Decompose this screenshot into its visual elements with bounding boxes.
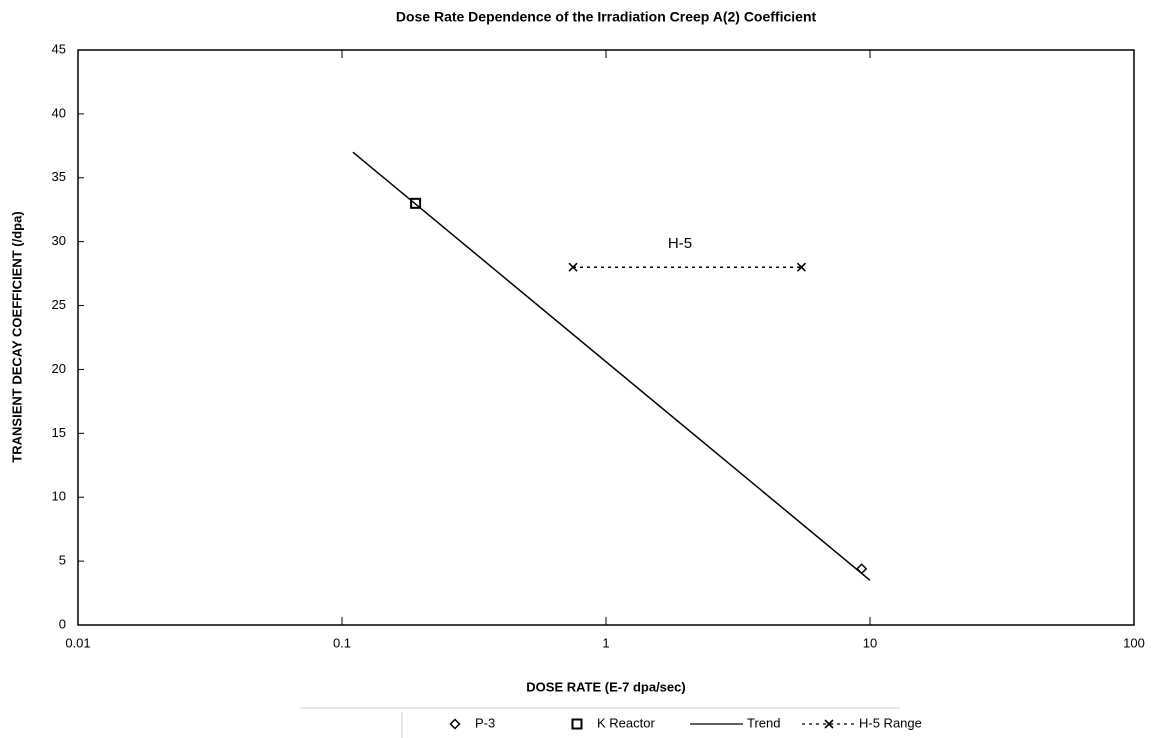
legend-label: H-5 Range bbox=[859, 715, 922, 730]
legend-label: K Reactor bbox=[597, 715, 655, 730]
y-tick-label: 15 bbox=[52, 425, 66, 440]
y-tick-label: 10 bbox=[52, 489, 66, 504]
x-tick-label: 100 bbox=[1123, 635, 1145, 650]
y-tick-label: 25 bbox=[52, 297, 66, 312]
legend-label: P-3 bbox=[475, 715, 495, 730]
y-tick-label: 40 bbox=[52, 105, 66, 120]
x-tick-label: 10 bbox=[863, 635, 877, 650]
chart-title: Dose Rate Dependence of the Irradiation … bbox=[396, 9, 817, 25]
annotation: H-5 bbox=[668, 235, 692, 252]
y-axis-label: TRANSIENT DECAY COEFFICIENT (/dpa) bbox=[9, 211, 24, 462]
x-tick-label: 1 bbox=[602, 635, 609, 650]
legend-symbol bbox=[571, 718, 583, 730]
x-tick-label: 0.01 bbox=[65, 635, 90, 650]
series-line bbox=[352, 151, 871, 581]
y-tick-label: 5 bbox=[59, 553, 66, 568]
x-tick-label: 0.1 bbox=[333, 635, 351, 650]
marker bbox=[568, 262, 578, 272]
y-tick-label: 35 bbox=[52, 169, 66, 184]
y-tick-label: 45 bbox=[52, 41, 66, 56]
legend-symbol bbox=[824, 719, 834, 729]
y-tick-label: 0 bbox=[59, 616, 66, 631]
y-tick-label: 20 bbox=[52, 361, 66, 376]
plot-frame bbox=[77, 49, 1135, 626]
marker bbox=[856, 563, 868, 575]
legend-symbol bbox=[449, 718, 461, 730]
y-tick-label: 30 bbox=[52, 233, 66, 248]
marker bbox=[796, 262, 807, 272]
x-axis-label: DOSE RATE (E-7 dpa/sec) bbox=[526, 679, 685, 694]
legend-label: Trend bbox=[747, 715, 780, 730]
